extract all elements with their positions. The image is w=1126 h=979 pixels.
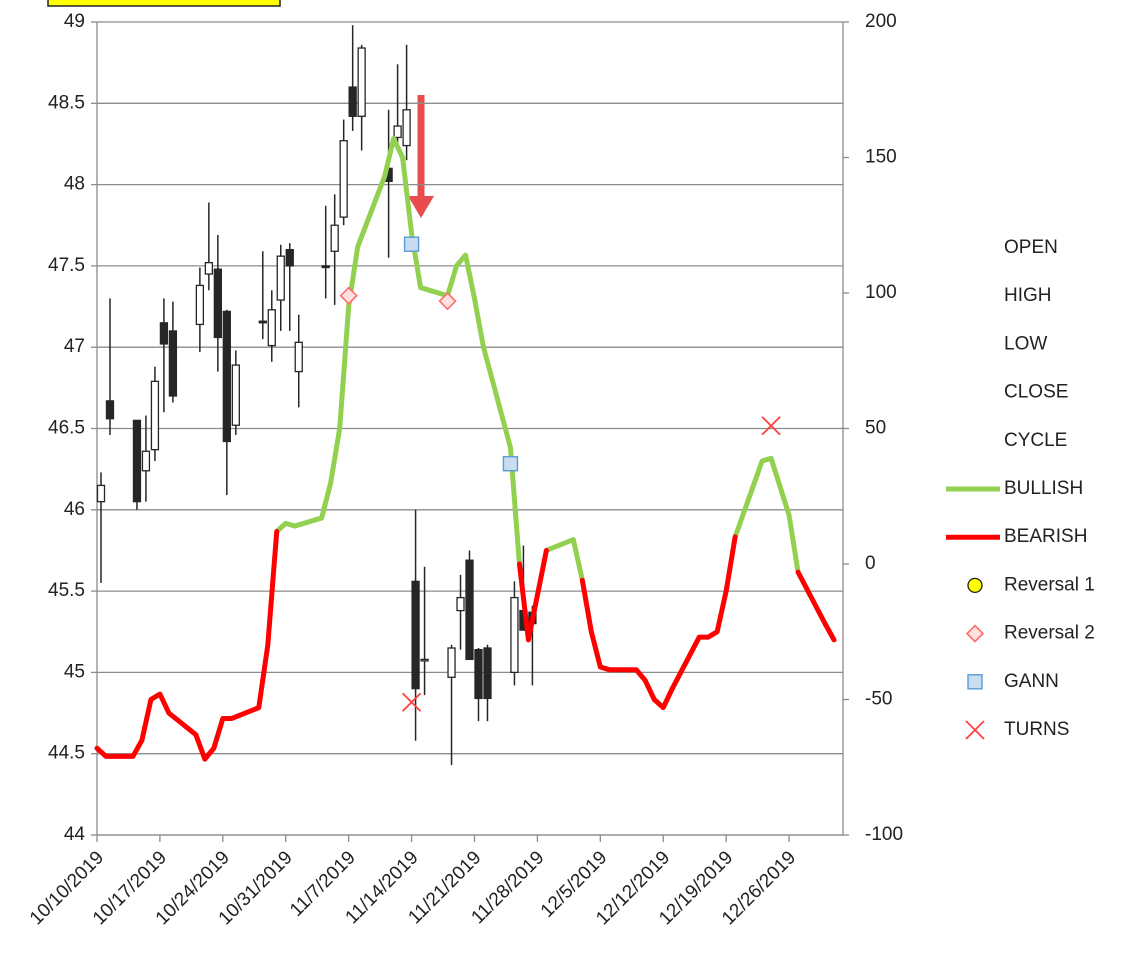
candle-body — [105, 400, 115, 420]
y2-tick-label: 50 — [865, 418, 886, 439]
legend-label: GANN — [1004, 671, 1059, 692]
cycle-line — [543, 537, 585, 583]
candle-body — [456, 596, 465, 612]
candle-body — [510, 596, 519, 674]
candle-body — [357, 47, 366, 117]
legend-label: BULLISH — [1004, 478, 1083, 499]
legend-label: BEARISH — [1004, 526, 1087, 547]
legend-label: CLOSE — [1004, 382, 1068, 403]
candle-body — [330, 224, 339, 252]
cycle-line — [516, 547, 549, 643]
candle-body — [276, 255, 285, 301]
title-box — [47, 0, 281, 7]
candle-body — [168, 330, 178, 397]
legend-label: OPEN — [1004, 237, 1058, 258]
candle-body — [231, 364, 240, 426]
candle-body — [420, 658, 429, 662]
candle-body — [321, 265, 330, 269]
y-tick-label: 46 — [64, 499, 85, 520]
y2-tick-label: 100 — [865, 282, 897, 303]
marker — [401, 692, 422, 712]
candle-body — [159, 322, 169, 345]
legend-label: TURNS — [1004, 719, 1069, 740]
candle-body — [204, 261, 214, 275]
y2-tick-label: 200 — [865, 11, 897, 32]
marker — [403, 236, 420, 252]
y-tick-label: 44.5 — [48, 743, 85, 764]
candle-body — [393, 125, 402, 139]
legend-label: CYCLE — [1004, 430, 1067, 451]
y-tick-label: 45 — [64, 661, 85, 682]
marker — [502, 456, 519, 472]
candle-body — [96, 484, 106, 503]
candle-body — [447, 647, 456, 678]
candle-body — [267, 309, 276, 347]
candle-body — [195, 284, 205, 326]
y2-tick-label: 0 — [865, 553, 876, 574]
candle-body — [258, 320, 267, 324]
y-tick-label: 48.5 — [48, 92, 85, 113]
cycle-line — [579, 534, 738, 711]
candle-body — [285, 248, 294, 267]
cycle-line — [732, 455, 801, 575]
legend: OPEN HIGH LOW CLOSE CYCLE BULLISH BEARISH Rever… — [946, 237, 1095, 740]
legend-label: LOW — [1004, 333, 1047, 354]
marker — [339, 286, 358, 305]
marker — [965, 720, 985, 740]
marker — [967, 577, 983, 594]
y-tick-label: 44 — [64, 824, 86, 845]
cycle-line — [274, 136, 522, 567]
legend-label: HIGH — [1004, 285, 1052, 306]
candle-body — [474, 648, 483, 700]
candle-body — [132, 419, 142, 503]
legend-label: Reversal 2 — [1004, 623, 1095, 644]
marker — [438, 291, 457, 311]
y2-tick-label: 150 — [865, 147, 897, 168]
candle-body — [339, 140, 348, 218]
y-tick-label: 45.5 — [48, 580, 85, 601]
candle-body — [348, 86, 357, 117]
y-tick-label: 46.5 — [48, 418, 85, 439]
y-tick-label: 49 — [64, 11, 85, 32]
candle-body — [222, 310, 231, 443]
candle-body — [141, 450, 151, 472]
cycle-line — [795, 569, 837, 643]
candle-body — [465, 559, 474, 661]
y-tick-label: 47.5 — [48, 255, 85, 276]
y-tick-label: 48 — [64, 174, 85, 195]
legend-label: Reversal 1 — [1004, 574, 1095, 595]
candle-body — [294, 341, 303, 373]
candle-body — [483, 647, 492, 700]
marker — [965, 624, 985, 643]
marker — [761, 416, 781, 436]
annotation-arrow — [408, 95, 434, 218]
candle-body — [402, 109, 411, 147]
y-tick-label: 47 — [64, 336, 85, 357]
candle-body — [213, 268, 222, 339]
y2-tick-label: -100 — [865, 824, 903, 845]
cycle-line — [94, 528, 280, 762]
candle-body — [150, 380, 160, 451]
candle-body — [411, 580, 420, 690]
arrow-head — [408, 196, 434, 218]
marker — [967, 674, 983, 690]
y2-tick-label: -50 — [865, 689, 892, 710]
